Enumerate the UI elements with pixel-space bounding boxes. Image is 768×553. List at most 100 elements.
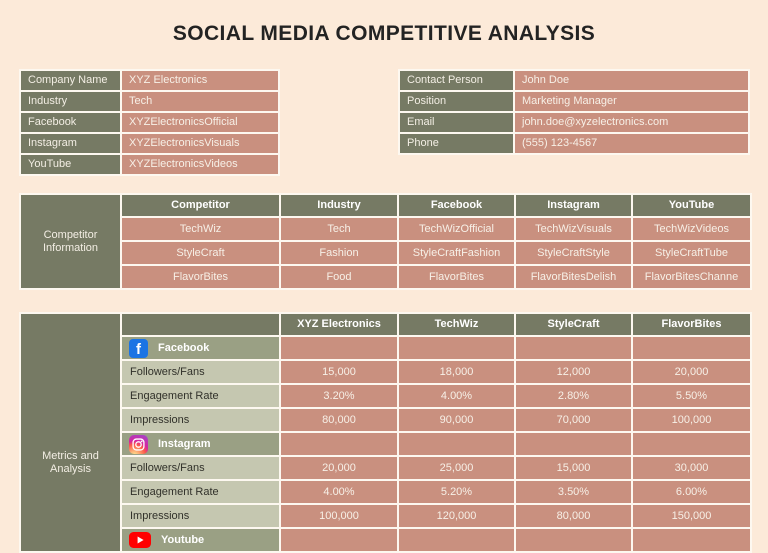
metric-value-cell[interactable]: 4.00% (281, 481, 397, 503)
metric-value-cell[interactable]: 80,000 (516, 505, 631, 527)
company-info-value[interactable]: XYZ Electronics (122, 71, 278, 90)
metric-value-cell[interactable] (281, 529, 397, 551)
metric-value-cell[interactable] (399, 337, 514, 359)
metric-value-cell[interactable]: 120,000 (399, 505, 514, 527)
metric-label: Followers/Fans (122, 457, 279, 479)
company-info-label: YouTube (21, 155, 120, 174)
metric-value-cell[interactable]: 90,000 (399, 409, 514, 431)
metric-value-cell[interactable]: 150,000 (633, 505, 750, 527)
competitor-table-cell[interactable]: TechWizVideos (633, 218, 750, 240)
metric-value-cell[interactable]: 18,000 (399, 361, 514, 383)
metric-value-cell[interactable] (633, 337, 750, 359)
metric-value-cell[interactable]: 70,000 (516, 409, 631, 431)
competitor-table-cell[interactable]: StyleCraftTube (633, 242, 750, 264)
competitor-table-cell[interactable]: Fashion (281, 242, 397, 264)
contact-info-table: Contact Person John Doe Position Marketi… (398, 69, 750, 155)
metric-value-cell[interactable]: 15,000 (516, 457, 631, 479)
metric-label: Followers/Fans (122, 361, 279, 383)
contact-info-label: Position (400, 92, 513, 111)
platform-label: Instagram (158, 437, 211, 450)
competitor-table-header: YouTube (633, 195, 750, 216)
metric-label: Impressions (122, 409, 279, 431)
metric-value-cell[interactable] (516, 529, 631, 551)
competitor-table-header: Competitor (122, 195, 279, 216)
metric-value-cell[interactable]: 100,000 (633, 409, 750, 431)
page-title: SOCIAL MEDIA COMPETITIVE ANALYSIS (172, 22, 596, 45)
competitor-table-cell[interactable]: TechWizOfficial (399, 218, 514, 240)
metric-value-cell[interactable]: 4.00% (399, 385, 514, 407)
contact-info-value[interactable]: John Doe (515, 71, 748, 90)
metric-value-cell[interactable] (281, 337, 397, 359)
competitor-table-cell[interactable]: Food (281, 266, 397, 288)
metric-value-cell[interactable]: 100,000 (281, 505, 397, 527)
contact-info-value[interactable]: john.doe@xyzelectronics.com (515, 113, 748, 132)
metric-value-cell[interactable]: 5.20% (399, 481, 514, 503)
company-info-value[interactable]: XYZElectronicsVideos (122, 155, 278, 174)
metrics-column-header: StyleCraft (516, 314, 631, 335)
competitor-table-cell[interactable]: FlavorBites (122, 266, 279, 288)
metric-value-cell[interactable]: 15,000 (281, 361, 397, 383)
company-info-label: Facebook (21, 113, 120, 132)
competitor-info-table: Competitor Information Competitor Indust… (19, 193, 752, 290)
metrics-header-empty (122, 314, 279, 335)
metric-value-cell[interactable]: 3.20% (281, 385, 397, 407)
company-info-label: Company Name (21, 71, 120, 90)
metric-value-cell[interactable] (399, 529, 514, 551)
metric-value-cell[interactable]: 12,000 (516, 361, 631, 383)
metric-value-cell[interactable] (399, 433, 514, 455)
contact-info-label: Phone (400, 134, 513, 153)
metric-value-cell[interactable] (633, 433, 750, 455)
company-info-value[interactable]: Tech (122, 92, 278, 111)
company-info-value[interactable]: XYZElectronicsOfficial (122, 113, 278, 132)
competitor-table-header: Facebook (399, 195, 514, 216)
competitor-table-cell[interactable]: FlavorBites (399, 266, 514, 288)
platform-row-instagram: Instagram (122, 433, 279, 455)
metric-value-cell[interactable]: 2.80% (516, 385, 631, 407)
metrics-column-header: TechWiz (399, 314, 514, 335)
metric-value-cell[interactable]: 20,000 (281, 457, 397, 479)
contact-info-value[interactable]: Marketing Manager (515, 92, 748, 111)
competitor-table-cell[interactable]: StyleCraftFashion (399, 242, 514, 264)
company-info-label: Instagram (21, 134, 120, 153)
platform-row-facebook: f Facebook (122, 337, 279, 359)
competitor-table-cell[interactable]: Tech (281, 218, 397, 240)
metric-value-cell[interactable] (516, 337, 631, 359)
youtube-icon (129, 532, 151, 548)
competitor-table-cell[interactable]: FlavorBitesDelish (516, 266, 631, 288)
company-info-table: Company Name XYZ Electronics Industry Te… (19, 69, 280, 176)
metric-value-cell[interactable]: 25,000 (399, 457, 514, 479)
metric-label: Engagement Rate (122, 481, 279, 503)
metrics-table: Metrics and Analysis XYZ Electronics Tec… (19, 312, 752, 553)
contact-info-label: Email (400, 113, 513, 132)
competitor-table-cell[interactable]: StyleCraftStyle (516, 242, 631, 264)
contact-info-value[interactable]: (555) 123-4567 (515, 134, 748, 153)
metrics-column-header: XYZ Electronics (281, 314, 397, 335)
competitor-info-section-label: Competitor Information (21, 195, 120, 288)
metric-value-cell[interactable]: 20,000 (633, 361, 750, 383)
contact-info-label: Contact Person (400, 71, 513, 90)
metric-value-cell[interactable] (633, 529, 750, 551)
competitor-table-cell[interactable]: TechWiz (122, 218, 279, 240)
competitor-table-header: Instagram (516, 195, 631, 216)
platform-label: Youtube (161, 533, 205, 546)
company-info-label: Industry (21, 92, 120, 111)
metric-label: Impressions (122, 505, 279, 527)
instagram-icon (129, 434, 148, 454)
competitor-table-cell[interactable]: StyleCraft (122, 242, 279, 264)
metric-value-cell[interactable]: 5.50% (633, 385, 750, 407)
metric-value-cell[interactable] (516, 433, 631, 455)
competitor-table-cell[interactable]: TechWizVisuals (516, 218, 631, 240)
metrics-section-label: Metrics and Analysis (21, 314, 120, 551)
facebook-icon: f (129, 338, 148, 358)
company-info-value[interactable]: XYZElectronicsVisuals (122, 134, 278, 153)
metric-value-cell[interactable]: 6.00% (633, 481, 750, 503)
metric-value-cell[interactable]: 3.50% (516, 481, 631, 503)
platform-row-youtube: Youtube (122, 529, 279, 551)
platform-label: Facebook (158, 341, 210, 354)
competitor-table-header: Industry (281, 195, 397, 216)
metric-value-cell[interactable]: 30,000 (633, 457, 750, 479)
metric-value-cell[interactable]: 80,000 (281, 409, 397, 431)
metric-label: Engagement Rate (122, 385, 279, 407)
competitor-table-cell[interactable]: FlavorBitesChanne (633, 266, 750, 288)
metric-value-cell[interactable] (281, 433, 397, 455)
